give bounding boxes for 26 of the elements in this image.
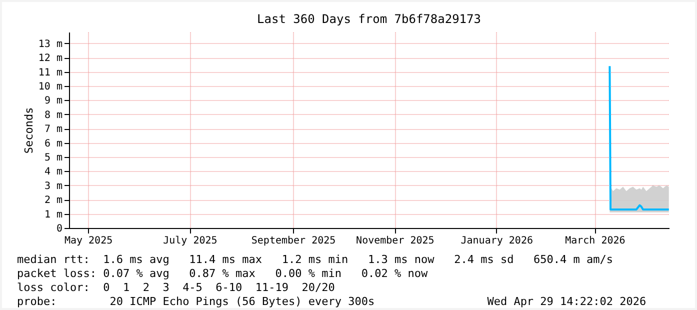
x-tick-label: January 2026	[460, 236, 533, 246]
y-axis-title: Seconds	[22, 107, 36, 154]
y-tick-label: 5 m	[44, 152, 62, 164]
y-tick-label: 2 m	[44, 195, 62, 206]
chart-title: Last 360 Days from 7b6f78a29173	[257, 12, 481, 26]
y-tick-label: 6 m	[44, 138, 62, 150]
x-tick-label: September 2025	[251, 236, 336, 246]
y-tick-label: 8 m	[44, 110, 62, 121]
y-tick-label: 1 m	[44, 209, 62, 220]
y-tick-label: 0	[56, 224, 62, 234]
y-tick-label: 7 m	[44, 124, 62, 136]
y-tick-label: 10 m	[38, 81, 62, 92]
text: median rtt: 1.6 ms avg 11.4 ms max 1.2 ms min 1.3 ms now 2.4 ms sd 650.4 m am/s	[17, 253, 614, 267]
x-tick-label: May 2025	[64, 236, 113, 246]
y-tick-label: 9 m	[44, 96, 62, 107]
y-tick-label: 11 m	[38, 67, 62, 78]
y-tick-label: 13 m	[38, 38, 62, 50]
y-tick-label: 12 m	[38, 53, 62, 64]
text: probe: 20 ICMP Echo Pings (56 Bytes) every 300s Wed Apr 29 14:22:02 2026	[17, 295, 646, 309]
x-tick-label: November 2025	[356, 236, 434, 246]
text: loss color: 0 1 2 3 4-5 6-10 11-19 20/20	[17, 281, 336, 295]
x-tick-label: July 2025	[163, 236, 218, 246]
y-tick-label: 4 m	[44, 166, 62, 178]
x-tick-label: March 2026	[565, 236, 626, 246]
text: packet loss: 0.07 % avg 0.87 % max 0.00 % min 0.02 % now	[17, 267, 429, 281]
y-tick-label: 3 m	[44, 180, 62, 192]
